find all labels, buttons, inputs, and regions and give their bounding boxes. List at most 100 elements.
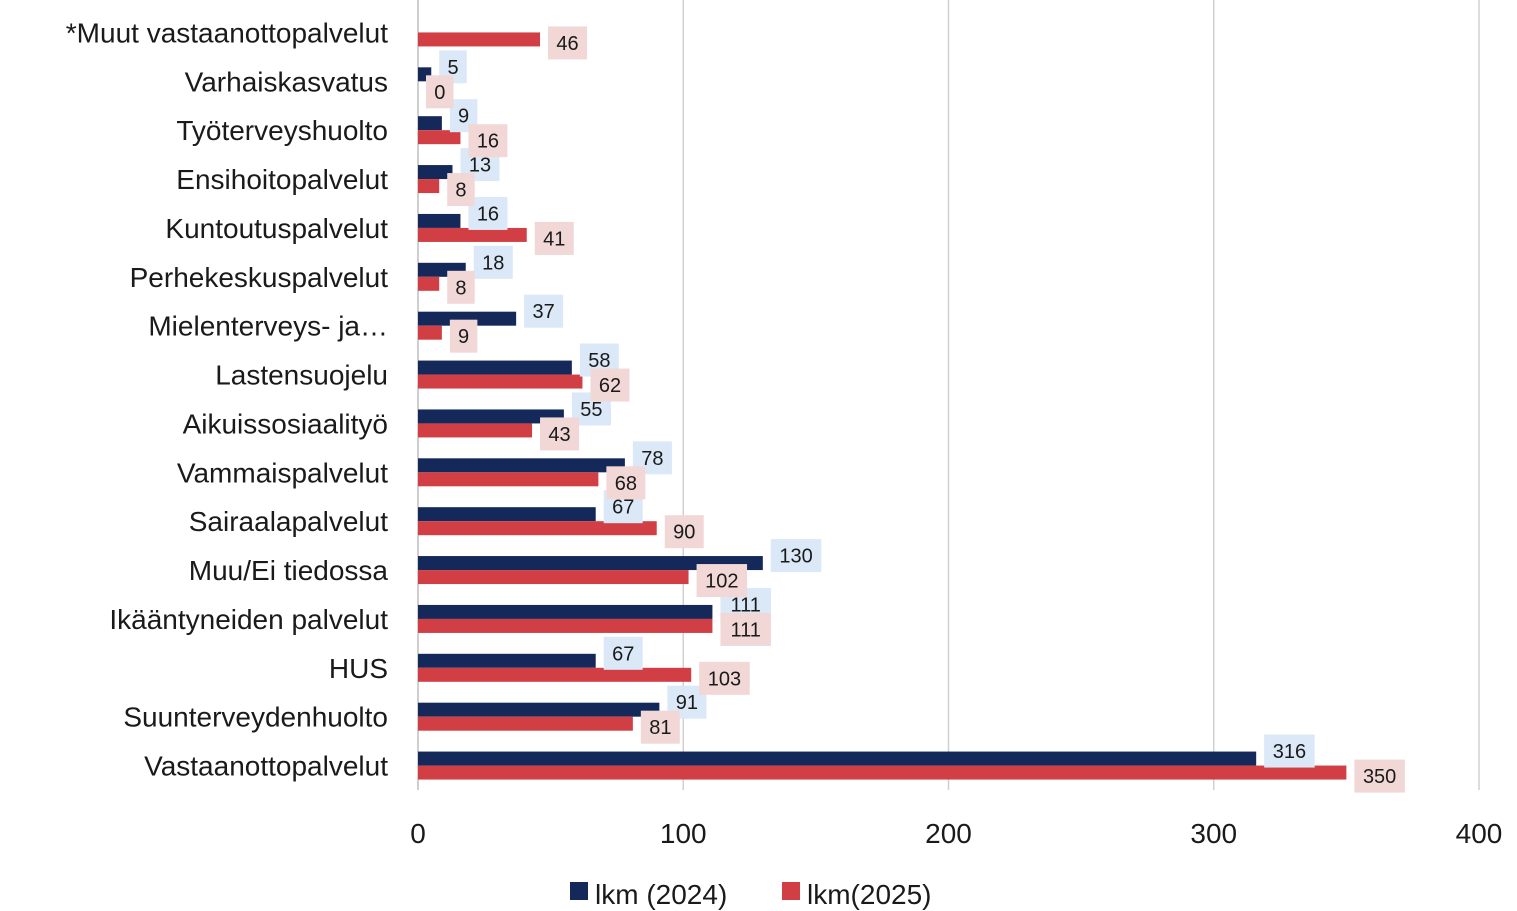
data-label: 13 [469, 155, 491, 177]
bar-2025 [418, 423, 533, 438]
category-label: Muu/Ei tiedossa [189, 555, 389, 586]
data-label-box [603, 636, 643, 670]
data-label-box [1354, 759, 1405, 793]
data-label: 55 [580, 399, 602, 421]
bar-2025 [418, 765, 1347, 780]
category-label: Mielenterveys- ja… [148, 311, 388, 342]
data-label: 350 [1363, 766, 1396, 788]
data-label: 18 [482, 252, 504, 274]
bar-2024 [418, 213, 461, 228]
data-label: 68 [615, 473, 637, 495]
bar-2024 [418, 556, 763, 571]
data-label: 67 [612, 497, 634, 519]
bar-2025 [418, 716, 633, 731]
x-tick-label: 100 [660, 818, 707, 849]
data-label: 58 [588, 350, 610, 372]
category-labels: *Muut vastaanottopalvelut Varhaiskasvatus… [66, 17, 389, 781]
data-label: 8 [455, 180, 466, 202]
category-label: Lastensuojelu [215, 360, 388, 391]
legend-label-2024: lkm (2024) [595, 879, 727, 910]
bar-2024 [418, 653, 596, 668]
x-axis-tick-labels: 0 100 200 300 400 [410, 818, 1502, 849]
data-label-box [640, 710, 680, 744]
legend-swatch-2025 [782, 882, 800, 900]
category-label: Vastaanottopalvelut [144, 751, 388, 782]
data-labels: 5913161837585578671301116791316460168418… [426, 26, 1405, 793]
category-label: Aikuissosiaalityö [183, 408, 388, 439]
data-label: 43 [548, 424, 570, 446]
x-tick-label: 200 [925, 818, 972, 849]
data-label: 37 [533, 301, 555, 323]
data-label-box [468, 124, 508, 158]
data-label: 91 [676, 692, 698, 714]
bar-2024 [418, 116, 442, 131]
category-label: Perhekeskuspalvelut [130, 262, 389, 293]
data-label: 0 [434, 82, 445, 104]
bar-2025 [418, 179, 440, 194]
bar-2025 [418, 618, 713, 633]
bar-2024 [418, 409, 564, 424]
data-label-box [696, 564, 748, 598]
data-label: 130 [779, 546, 812, 568]
category-label: Työterveyshuolto [176, 115, 388, 146]
legend: lkm (2024) lkm(2025) [570, 879, 931, 910]
category-label: *Muut vastaanottopalvelut [66, 17, 388, 48]
bar-2025 [418, 325, 442, 340]
data-label-box [447, 173, 475, 207]
data-label-box [606, 466, 646, 500]
data-label-box [1264, 734, 1315, 768]
data-label-box [473, 245, 513, 279]
data-label: 46 [556, 33, 578, 55]
category-label: Vammaispalvelut [177, 457, 388, 488]
x-tick-label: 400 [1456, 818, 1503, 849]
data-label: 9 [458, 106, 469, 128]
bar-2025 [418, 32, 541, 47]
bar-2024 [418, 507, 596, 522]
bar-2024 [418, 702, 660, 717]
data-label: 16 [477, 131, 499, 153]
data-label-box [468, 196, 508, 230]
bar-2025 [418, 472, 599, 487]
data-label-box [770, 539, 822, 573]
data-label: 81 [649, 717, 671, 739]
data-label-box [449, 319, 478, 353]
bar-2025 [418, 374, 583, 389]
bar-2025 [418, 521, 657, 536]
data-label-box [447, 270, 475, 304]
data-label-box [524, 294, 564, 328]
category-label: Suunterveydenhuolto [123, 702, 388, 733]
data-label-box [720, 612, 771, 646]
bar-2025 [418, 130, 461, 145]
data-label: 316 [1273, 741, 1306, 763]
bar-2024 [418, 604, 713, 619]
category-label: Ikääntyneiden palvelut [109, 604, 388, 635]
data-label-box [540, 417, 580, 451]
bars [418, 32, 1347, 780]
category-label: Kuntoutuspalvelut [165, 213, 388, 244]
bar-2024 [418, 165, 453, 180]
data-label: 102 [705, 571, 738, 593]
data-label: 41 [543, 228, 565, 250]
bar-2024 [418, 458, 625, 473]
data-label-box [426, 75, 454, 109]
x-tick-label: 300 [1190, 818, 1237, 849]
bar-2025 [418, 570, 689, 585]
data-label: 9 [458, 326, 469, 348]
category-label: HUS [329, 653, 388, 684]
data-label: 111 [730, 619, 760, 641]
bar-2025 [418, 227, 527, 242]
data-label: 111 [730, 594, 760, 616]
category-label: Ensihoitopalvelut [176, 164, 388, 195]
category-label: Varhaiskasvatus [185, 66, 388, 97]
data-label: 62 [599, 375, 621, 397]
data-label: 5 [447, 57, 458, 79]
legend-swatch-2024 [570, 882, 588, 900]
data-label: 16 [477, 203, 499, 225]
bar-2024 [418, 751, 1257, 766]
data-label-box [548, 26, 588, 60]
data-label-box [534, 221, 574, 255]
x-tick-label: 0 [410, 818, 426, 849]
bar-2024 [418, 360, 572, 375]
bar-2025 [418, 667, 692, 682]
